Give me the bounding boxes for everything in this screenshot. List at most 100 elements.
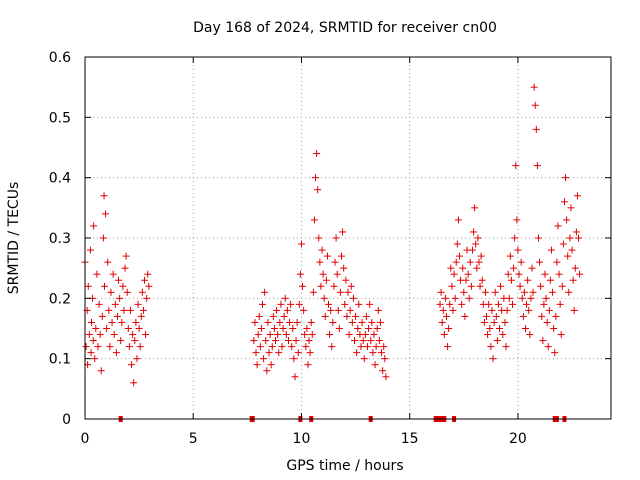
data-point bbox=[92, 325, 100, 332]
data-point bbox=[144, 270, 152, 278]
data-point bbox=[296, 270, 304, 278]
y-tick-label: 0.6 bbox=[49, 50, 71, 66]
data-point bbox=[514, 246, 522, 254]
data-point bbox=[344, 288, 352, 296]
data-point bbox=[135, 325, 143, 332]
data-point bbox=[290, 355, 298, 363]
data-point bbox=[532, 125, 540, 133]
data-point bbox=[465, 294, 473, 302]
data-point bbox=[477, 252, 485, 260]
data-point bbox=[556, 300, 564, 308]
data-point bbox=[363, 343, 371, 351]
data-point bbox=[451, 294, 459, 302]
data-point bbox=[279, 325, 287, 332]
data-point bbox=[516, 282, 524, 290]
data-point bbox=[254, 331, 262, 339]
data-point bbox=[533, 162, 541, 170]
data-point bbox=[455, 252, 463, 260]
data-point bbox=[450, 270, 458, 278]
data-point bbox=[381, 355, 389, 363]
data-point bbox=[314, 186, 322, 194]
data-point bbox=[329, 318, 337, 326]
data-point bbox=[326, 331, 334, 339]
data-point bbox=[546, 276, 554, 284]
data-point bbox=[446, 300, 454, 308]
data-point bbox=[341, 300, 349, 308]
data-point bbox=[280, 312, 288, 320]
data-point bbox=[90, 222, 98, 230]
data-point bbox=[357, 343, 365, 351]
data-point bbox=[526, 331, 534, 339]
data-point bbox=[262, 337, 270, 345]
data-point bbox=[521, 325, 529, 332]
data-point bbox=[333, 270, 341, 278]
data-point bbox=[372, 343, 380, 351]
data-point bbox=[538, 312, 546, 320]
data-point bbox=[289, 325, 297, 332]
data-point bbox=[528, 264, 536, 272]
data-point bbox=[474, 234, 482, 242]
data-point bbox=[327, 306, 335, 314]
data-point bbox=[438, 318, 446, 326]
data-point bbox=[86, 246, 94, 254]
data-point bbox=[271, 337, 279, 345]
data-point bbox=[512, 162, 520, 170]
data-point bbox=[513, 216, 521, 224]
data-point bbox=[124, 325, 132, 332]
data-point bbox=[492, 312, 500, 320]
data-point bbox=[260, 355, 268, 363]
data-point bbox=[476, 282, 484, 290]
data-point bbox=[132, 318, 140, 326]
data-point bbox=[449, 306, 457, 314]
data-point bbox=[109, 270, 117, 278]
data-point bbox=[310, 216, 318, 224]
data-point bbox=[504, 270, 512, 278]
data-point bbox=[294, 349, 302, 357]
data-point bbox=[126, 306, 134, 314]
data-point bbox=[436, 300, 444, 308]
data-point bbox=[125, 343, 133, 351]
data-point bbox=[107, 288, 115, 296]
data-point bbox=[572, 228, 580, 236]
data-point bbox=[439, 306, 447, 314]
data-point bbox=[552, 312, 560, 320]
data-point bbox=[527, 294, 535, 302]
data-point bbox=[82, 343, 90, 351]
data-point bbox=[359, 337, 367, 345]
x-tick-label: 0 bbox=[81, 431, 90, 447]
data-point bbox=[256, 343, 264, 351]
data-point bbox=[115, 276, 123, 284]
data-point bbox=[121, 264, 129, 272]
data-point bbox=[102, 210, 110, 218]
data-point bbox=[523, 300, 531, 308]
data-point bbox=[525, 306, 533, 314]
data-point bbox=[338, 252, 346, 260]
data-point bbox=[503, 306, 511, 314]
data-point bbox=[265, 349, 273, 357]
data-point bbox=[376, 318, 384, 326]
data-point bbox=[302, 343, 310, 351]
data-point bbox=[306, 349, 314, 357]
data-point bbox=[261, 288, 269, 296]
data-point bbox=[110, 331, 118, 339]
data-point bbox=[448, 282, 456, 290]
data-point bbox=[292, 337, 300, 345]
data-point bbox=[145, 282, 153, 290]
data-point bbox=[346, 306, 354, 314]
data-point bbox=[489, 355, 497, 363]
data-point bbox=[136, 343, 144, 351]
data-point bbox=[499, 331, 507, 339]
data-point bbox=[283, 306, 291, 314]
data-point bbox=[369, 349, 377, 357]
data-point bbox=[491, 288, 499, 296]
data-point bbox=[343, 312, 351, 320]
data-point bbox=[299, 282, 307, 290]
data-point bbox=[345, 331, 353, 339]
data-point bbox=[291, 373, 299, 381]
data-point bbox=[485, 300, 493, 308]
y-tick-label: 0.4 bbox=[49, 171, 71, 187]
data-point bbox=[300, 306, 308, 314]
data-point bbox=[362, 312, 370, 320]
data-point bbox=[459, 264, 467, 272]
data-point bbox=[106, 343, 114, 351]
